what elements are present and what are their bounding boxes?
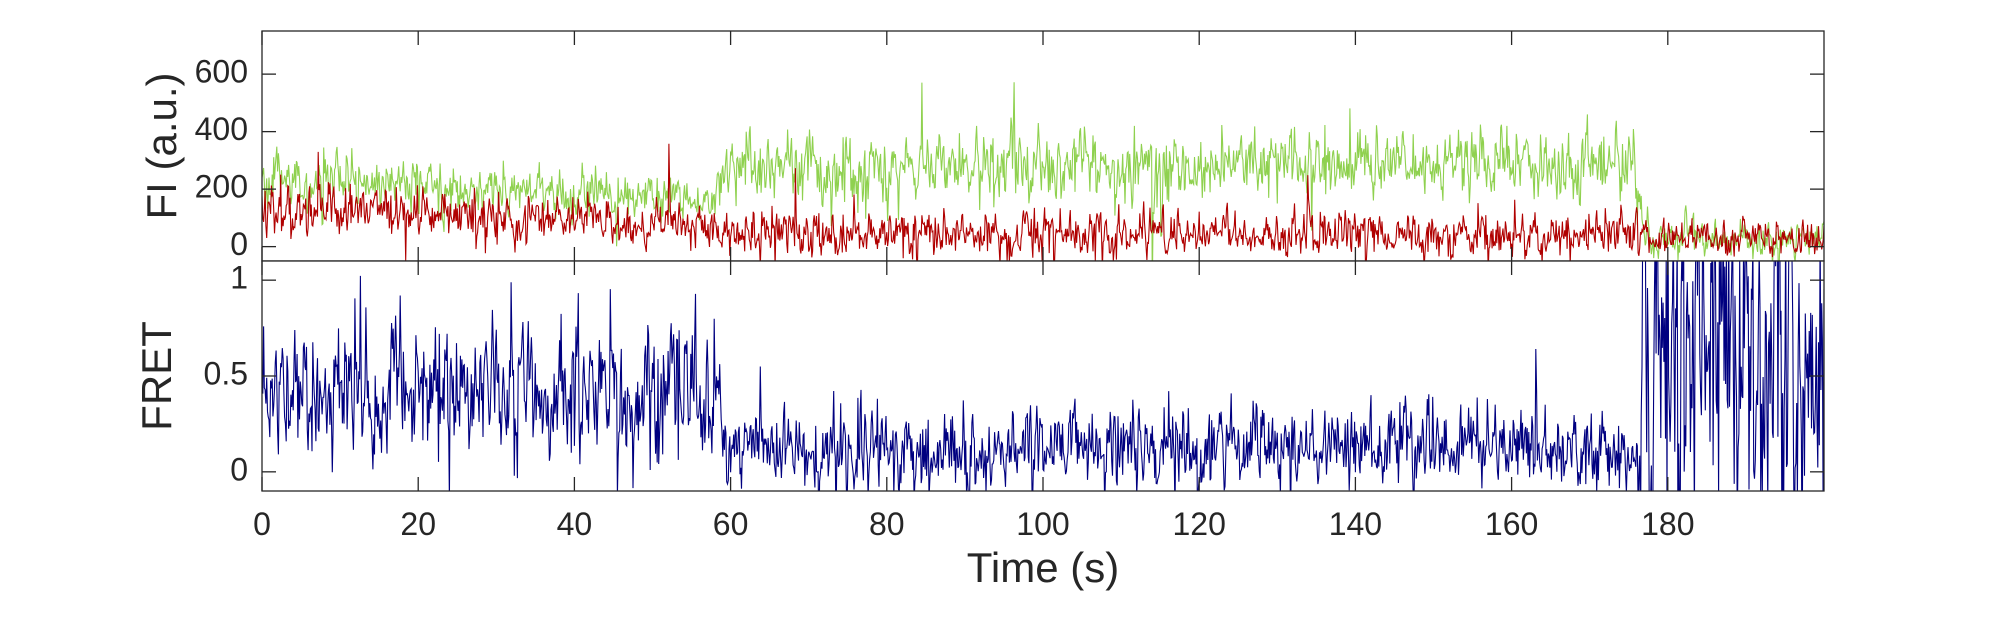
x-tick-label: 120 [1173,506,1226,542]
y-tick-label: 200 [195,169,248,205]
time-x-ticks: 0 20 40 60 80 100 120 140 160 180 [253,31,1694,542]
donor-intensity-trace [262,143,1824,261]
x-tick-label: 20 [400,506,436,542]
x-tick-label: 100 [1016,506,1069,542]
fret-panel: 00.51 0 20 40 60 80 100 120 140 160 180 FRET Time… [133,31,1825,591]
fluorescence-plot-area [262,31,1824,261]
y-tick-label: 600 [195,54,248,90]
y-tick-label: 1 [230,260,248,296]
y-tick-label: 0 [230,226,248,262]
fret-y-axis-label: FRET [133,321,180,431]
y-tick-label: 0.5 [204,355,248,391]
fret-y-ticks: 00.51 [204,260,1824,487]
acceptor-intensity-trace [262,82,1824,261]
fluorescence-y-ticks: 0 200 400 600 [195,54,1824,262]
x-tick-label: 80 [869,506,905,542]
time-x-axis-label: Time (s) [967,544,1119,591]
x-tick-label: 160 [1485,506,1538,542]
y-tick-label: 400 [195,111,248,147]
x-tick-label: 40 [557,506,593,542]
x-tick-label: 140 [1329,506,1382,542]
y-tick-label: 0 [230,451,248,487]
x-tick-label: 0 [253,506,271,542]
x-tick-label: 60 [713,506,749,542]
fluorescence-panel: 0 200 400 600 FI (a.u.) [138,30,1825,262]
x-tick-label: 180 [1641,506,1694,542]
fret-series-group [262,261,1824,491]
fluorescence-series-group [262,82,1824,261]
fluorescence-y-axis-label: FI (a.u.) [138,72,185,219]
fret-efficiency-trace [262,261,1824,491]
